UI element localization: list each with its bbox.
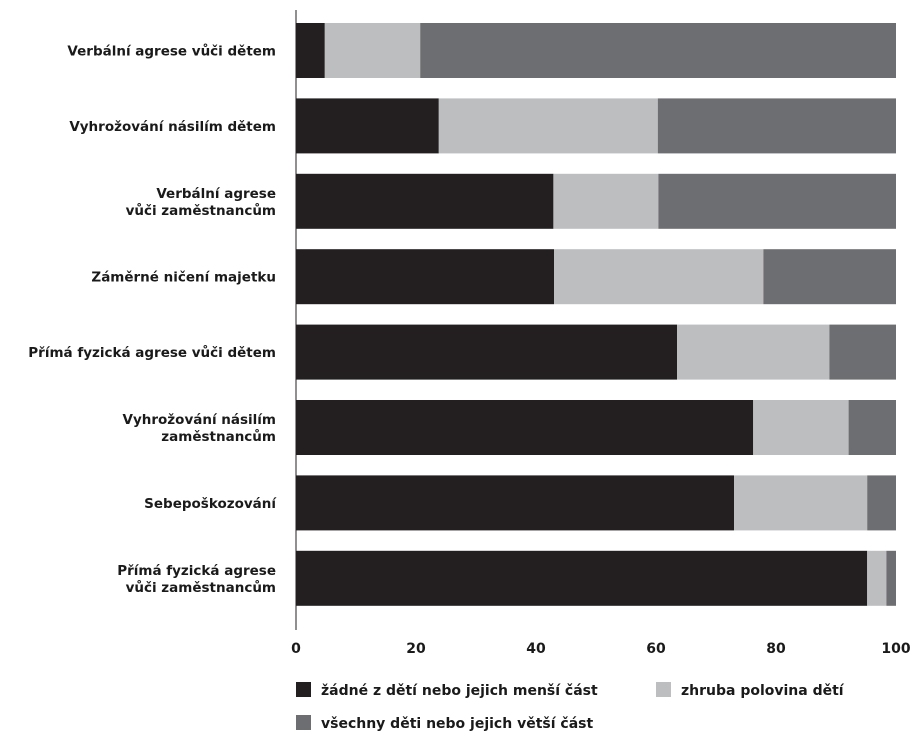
category-labels: Verbální agrese vůči dětem Vyhrožování ná… xyxy=(28,43,277,596)
bar-segment-prima-fyzicka-agrese-vuci-detem-series-2 xyxy=(677,324,830,380)
bar-segment-verbalni-agrese-vuci-zamestnancum-series-3 xyxy=(658,173,896,229)
category-label-sebeposkozovani: Sebepoškozování xyxy=(144,496,277,512)
bar-segment-prima-fyzicka-agrese-vuci-detem-series-3 xyxy=(829,324,896,380)
category-label-vyhrozovani-nasilim-detem: Vyhrožování násilím dětem xyxy=(69,119,276,135)
legend: žádné z dětí nebo jejich menší část zhrub… xyxy=(296,682,845,732)
bar-segment-vyhrozovani-nasilim-zamestnancum-series-1 xyxy=(296,400,754,455)
bar-segment-sebeposkozovani-series-2 xyxy=(734,475,868,531)
bar-segment-zamerne-niceni-majetku-series-2 xyxy=(554,249,764,305)
legend-label-series-1: žádné z dětí nebo jejich menší část xyxy=(321,683,598,699)
x-tick-label-80: 80 xyxy=(766,641,786,657)
legend-swatch-series-2 xyxy=(656,682,671,697)
bar-segment-prima-fyzicka-agrese-vuci-zamestnancum-series-1 xyxy=(296,550,868,606)
bar-segment-verbalni-agrese-vuci-detem-series-2 xyxy=(324,23,421,78)
x-tick-label-20: 20 xyxy=(406,641,426,657)
bar-segment-prima-fyzicka-agrese-vuci-zamestnancum-series-3 xyxy=(886,550,896,606)
x-tick-label-100: 100 xyxy=(881,641,910,657)
bar-segment-prima-fyzicka-agrese-vuci-zamestnancum-series-2 xyxy=(867,550,887,606)
category-label-zamerne-niceni-majetku: Záměrné ničení majetku xyxy=(91,270,276,286)
bar-segment-verbalni-agrese-vuci-zamestnancum-series-1 xyxy=(296,173,554,229)
bar-segment-prima-fyzicka-agrese-vuci-detem-series-1 xyxy=(296,324,677,380)
bar-segment-verbalni-agrese-vuci-detem-series-3 xyxy=(420,23,896,78)
bar-segment-sebeposkozovani-series-3 xyxy=(867,475,896,531)
bar-segment-sebeposkozovani-series-1 xyxy=(296,475,734,531)
legend-label-series-3: všechny děti nebo jejich větší část xyxy=(321,716,593,732)
legend-swatch-series-3 xyxy=(296,715,311,730)
bars-group xyxy=(296,23,896,606)
bar-segment-vyhrozovani-nasilim-zamestnancum-series-3 xyxy=(848,400,896,455)
x-tick-labels: 0 20 40 60 80 100 xyxy=(291,641,911,657)
legend-label-series-2: zhruba polovina dětí xyxy=(681,683,845,699)
bar-segment-zamerne-niceni-majetku-series-3 xyxy=(763,249,896,305)
bar-segment-vyhrozovani-nasilim-detem-series-1 xyxy=(296,98,439,154)
bar-segment-verbalni-agrese-vuci-detem-series-1 xyxy=(296,23,325,78)
category-label-vyhrozovani-nasilim-zamestnancum: Vyhrožování násilím zaměstnancům xyxy=(123,412,276,445)
x-tick-label-60: 60 xyxy=(646,641,666,657)
category-label-prima-fyzicka-agrese-vuci-detem: Přímá fyzická agrese vůči dětem xyxy=(28,344,276,361)
category-label-verbalni-agrese-vuci-zamestnancum: Verbální agrese vůči zaměstnancům xyxy=(126,186,276,219)
bar-segment-verbalni-agrese-vuci-zamestnancum-series-2 xyxy=(553,173,659,229)
x-tick-label-0: 0 xyxy=(291,641,301,657)
category-label-verbalni-agrese-vuci-detem: Verbální agrese vůči dětem xyxy=(67,43,276,60)
bar-segment-zamerne-niceni-majetku-series-1 xyxy=(296,249,554,305)
bar-segment-vyhrozovani-nasilim-detem-series-3 xyxy=(657,98,896,154)
x-tick-label-40: 40 xyxy=(526,641,546,657)
bar-segment-vyhrozovani-nasilim-detem-series-2 xyxy=(438,98,658,154)
bar-segment-vyhrozovani-nasilim-zamestnancum-series-2 xyxy=(753,400,849,455)
category-label-prima-fyzicka-agrese-vuci-zamestnancum: Přímá fyzická agrese vůči zaměstnancům xyxy=(117,563,276,596)
legend-swatch-series-1 xyxy=(296,682,311,697)
